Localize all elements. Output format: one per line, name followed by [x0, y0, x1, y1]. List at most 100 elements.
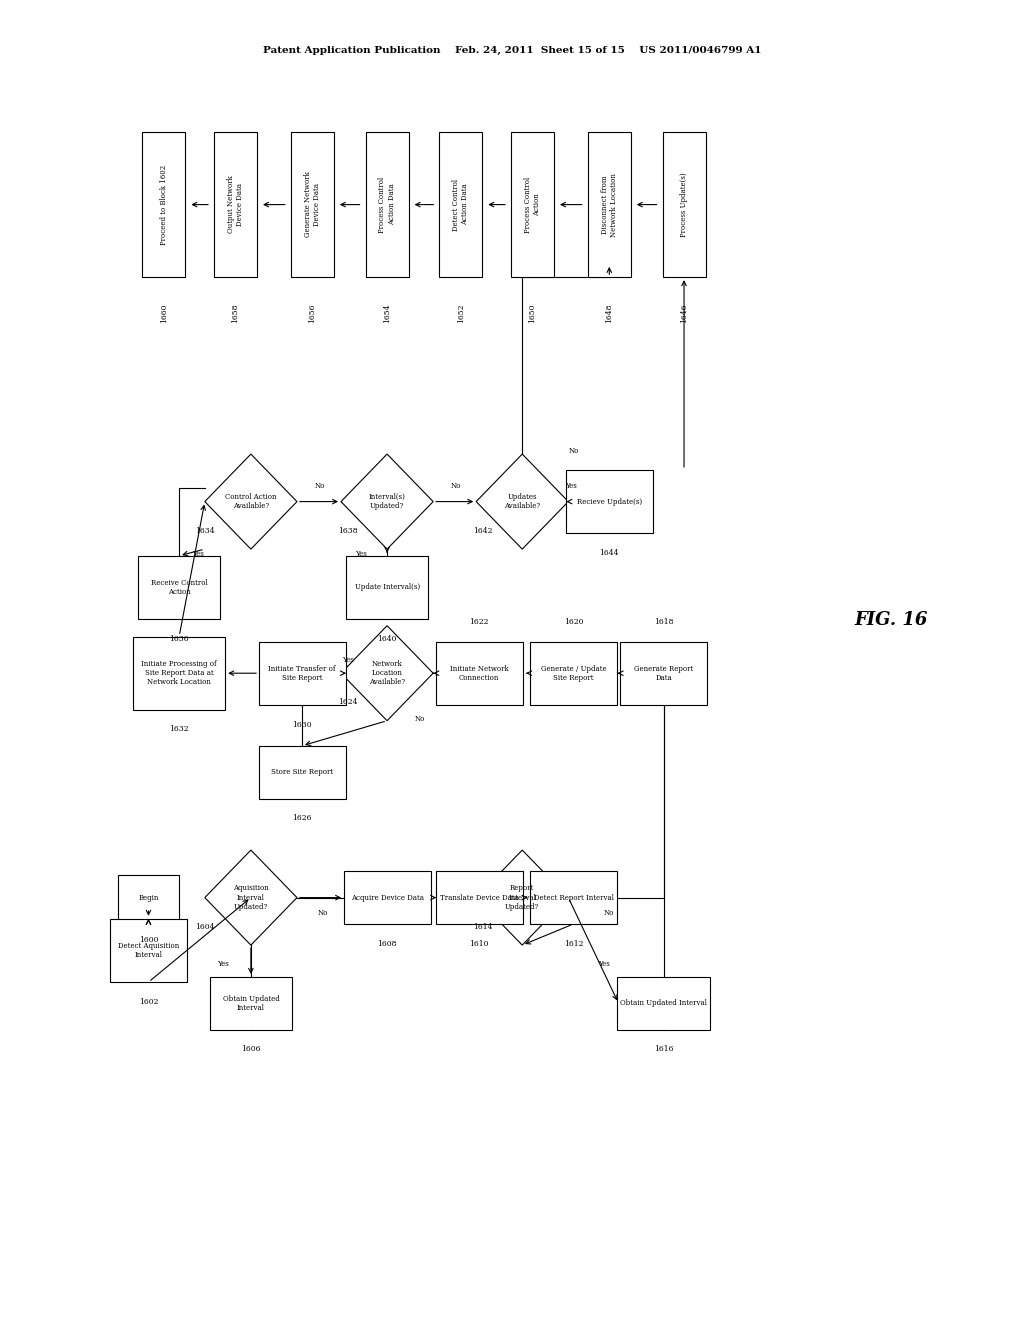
Text: Disconnect from
Network Location: Disconnect from Network Location	[601, 173, 617, 236]
Text: Begin: Begin	[138, 894, 159, 902]
FancyBboxPatch shape	[617, 977, 710, 1030]
FancyBboxPatch shape	[142, 132, 185, 277]
Text: Yes: Yes	[565, 482, 578, 490]
Polygon shape	[205, 850, 297, 945]
Text: No: No	[604, 909, 614, 917]
Text: No: No	[415, 715, 425, 723]
Text: 1650: 1650	[528, 304, 537, 323]
Text: Receive Control
Action: Receive Control Action	[151, 578, 208, 597]
Polygon shape	[341, 454, 433, 549]
Text: Generate / Update
Site Report: Generate / Update Site Report	[541, 664, 606, 682]
Text: 1644: 1644	[599, 549, 620, 557]
Text: Interval(s)
Updated?: Interval(s) Updated?	[369, 492, 406, 511]
FancyBboxPatch shape	[663, 132, 706, 277]
Text: 1604: 1604	[195, 923, 215, 931]
Text: Proceed to Block 1602: Proceed to Block 1602	[160, 165, 168, 244]
Text: Yes: Yes	[598, 960, 610, 968]
Text: Detect Report Interval: Detect Report Interval	[534, 894, 613, 902]
Text: 1600: 1600	[138, 936, 159, 945]
Text: 1602: 1602	[138, 998, 159, 1006]
Text: Initiate Network
Connection: Initiate Network Connection	[450, 664, 509, 682]
Text: 1612: 1612	[563, 940, 584, 948]
Text: Process Control
Action Data: Process Control Action Data	[379, 177, 395, 232]
FancyBboxPatch shape	[588, 132, 631, 277]
FancyBboxPatch shape	[110, 919, 186, 982]
Text: 1624: 1624	[338, 698, 358, 706]
Text: Control Action
Available?: Control Action Available?	[225, 492, 276, 511]
Text: Translate Device Data: Translate Device Data	[439, 894, 519, 902]
Text: 1614: 1614	[473, 923, 494, 931]
FancyBboxPatch shape	[621, 642, 707, 705]
Text: 1620: 1620	[563, 618, 584, 626]
FancyBboxPatch shape	[258, 746, 346, 799]
FancyBboxPatch shape	[511, 132, 554, 277]
Text: No: No	[314, 482, 325, 490]
Text: 1646: 1646	[680, 304, 688, 323]
Text: Aquisition
Interval
Updated?: Aquisition Interval Updated?	[233, 884, 268, 911]
Text: 1610: 1610	[469, 940, 489, 948]
Text: 1618: 1618	[653, 618, 674, 626]
Text: 1642: 1642	[473, 527, 494, 535]
Text: FIG. 16: FIG. 16	[854, 611, 928, 630]
Polygon shape	[476, 850, 568, 945]
Text: No: No	[317, 909, 328, 917]
Text: Network
Location
Available?: Network Location Available?	[369, 660, 406, 686]
Polygon shape	[476, 454, 568, 549]
Text: 1626: 1626	[292, 814, 312, 822]
Text: Patent Application Publication    Feb. 24, 2011  Sheet 15 of 15    US 2011/00467: Patent Application Publication Feb. 24, …	[263, 46, 761, 54]
Text: 1638: 1638	[338, 527, 358, 535]
Text: 1616: 1616	[653, 1045, 674, 1053]
FancyBboxPatch shape	[439, 132, 482, 277]
Text: 1660: 1660	[160, 304, 168, 323]
Text: 1606: 1606	[241, 1045, 261, 1053]
FancyBboxPatch shape	[346, 556, 428, 619]
Text: Output Network
Device Data: Output Network Device Data	[227, 176, 244, 234]
Text: Yes: Yes	[191, 550, 204, 558]
Polygon shape	[341, 626, 433, 721]
Text: Yes: Yes	[342, 656, 354, 664]
Text: 1634: 1634	[195, 527, 215, 535]
Text: Process Update(s): Process Update(s)	[680, 173, 688, 236]
Text: 1658: 1658	[231, 304, 240, 323]
FancyBboxPatch shape	[565, 470, 653, 533]
Text: 1636: 1636	[169, 635, 189, 643]
Text: Generate Network
Device Data: Generate Network Device Data	[304, 172, 321, 238]
Text: No: No	[451, 482, 461, 490]
Text: Report
Interval
Updated?: Report Interval Updated?	[505, 884, 540, 911]
Text: Recieve Update(s): Recieve Update(s)	[577, 498, 642, 506]
Text: 1648: 1648	[605, 304, 613, 323]
FancyBboxPatch shape	[530, 642, 616, 705]
Text: Acquire Device Data: Acquire Device Data	[350, 894, 424, 902]
FancyBboxPatch shape	[291, 132, 334, 277]
Text: Update Interval(s): Update Interval(s)	[354, 583, 420, 591]
Text: Detect Aquisition
Interval: Detect Aquisition Interval	[118, 941, 179, 960]
Text: No: No	[568, 447, 579, 455]
Text: Initiate Transfer of
Site Report: Initiate Transfer of Site Report	[268, 664, 336, 682]
Text: Yes: Yes	[354, 550, 367, 558]
Text: 1652: 1652	[457, 304, 465, 323]
Text: Yes: Yes	[217, 960, 229, 968]
Text: 1654: 1654	[383, 304, 391, 323]
Text: 1622: 1622	[469, 618, 489, 626]
Text: Obtain Updated
Interval: Obtain Updated Interval	[222, 994, 280, 1012]
Text: Process Control
Action: Process Control Action	[524, 177, 541, 232]
FancyBboxPatch shape	[138, 556, 220, 619]
Polygon shape	[205, 454, 297, 549]
Text: Generate Report
Data: Generate Report Data	[634, 664, 693, 682]
FancyBboxPatch shape	[118, 874, 179, 921]
Text: Store Site Report: Store Site Report	[271, 768, 333, 776]
Text: Obtain Updated Interval: Obtain Updated Interval	[621, 999, 707, 1007]
Text: 1608: 1608	[377, 940, 397, 948]
FancyBboxPatch shape	[210, 977, 292, 1030]
Text: 1632: 1632	[169, 725, 189, 734]
Text: 1630: 1630	[292, 721, 312, 729]
FancyBboxPatch shape	[366, 132, 409, 277]
Text: Initiate Processing of
Site Report Data at
Network Location: Initiate Processing of Site Report Data …	[141, 660, 217, 686]
FancyBboxPatch shape	[436, 871, 523, 924]
FancyBboxPatch shape	[258, 642, 346, 705]
Text: Detect Control
Action Data: Detect Control Action Data	[453, 178, 469, 231]
FancyBboxPatch shape	[344, 871, 431, 924]
FancyBboxPatch shape	[530, 871, 616, 924]
FancyBboxPatch shape	[133, 638, 225, 710]
FancyBboxPatch shape	[214, 132, 257, 277]
